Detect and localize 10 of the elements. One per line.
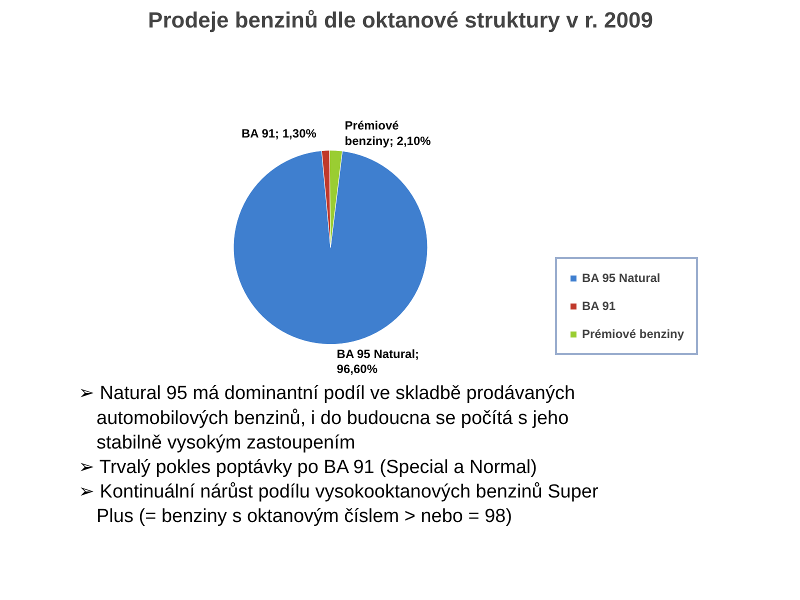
- text: ➢ Trvalý pokles poptávky po BA 91 (Special a Normal): [78, 456, 537, 478]
- text: ➢ Kontinuální nárůst podílu vysokooktanových benzinů Super Plus (= benziny s oktanovým číslem > nebo = 98): [78, 481, 599, 528]
- text: ➢ Natural 95 má dominantní podíl ve skladbě prodávaných automobilových benzinů, i do budoucna se počítá s jeho stabilně vysokým zastoupením: [78, 383, 576, 454]
- data-label: BA 95 Natural; 96,60%: [336, 346, 420, 376]
- legend-label: Prémiové benziny: [582, 327, 684, 341]
- chart-title: Prodeje benzinů dle oktanové struktury v r. 2009: [148, 8, 653, 32]
- data-label: Prémiové benziny; 2,10%: [344, 118, 432, 148]
- legend-label: BA 95 Natural: [582, 271, 660, 285]
- legend-label: BA 91: [582, 299, 616, 313]
- data-label: BA 91; 1,30%: [241, 126, 317, 140]
